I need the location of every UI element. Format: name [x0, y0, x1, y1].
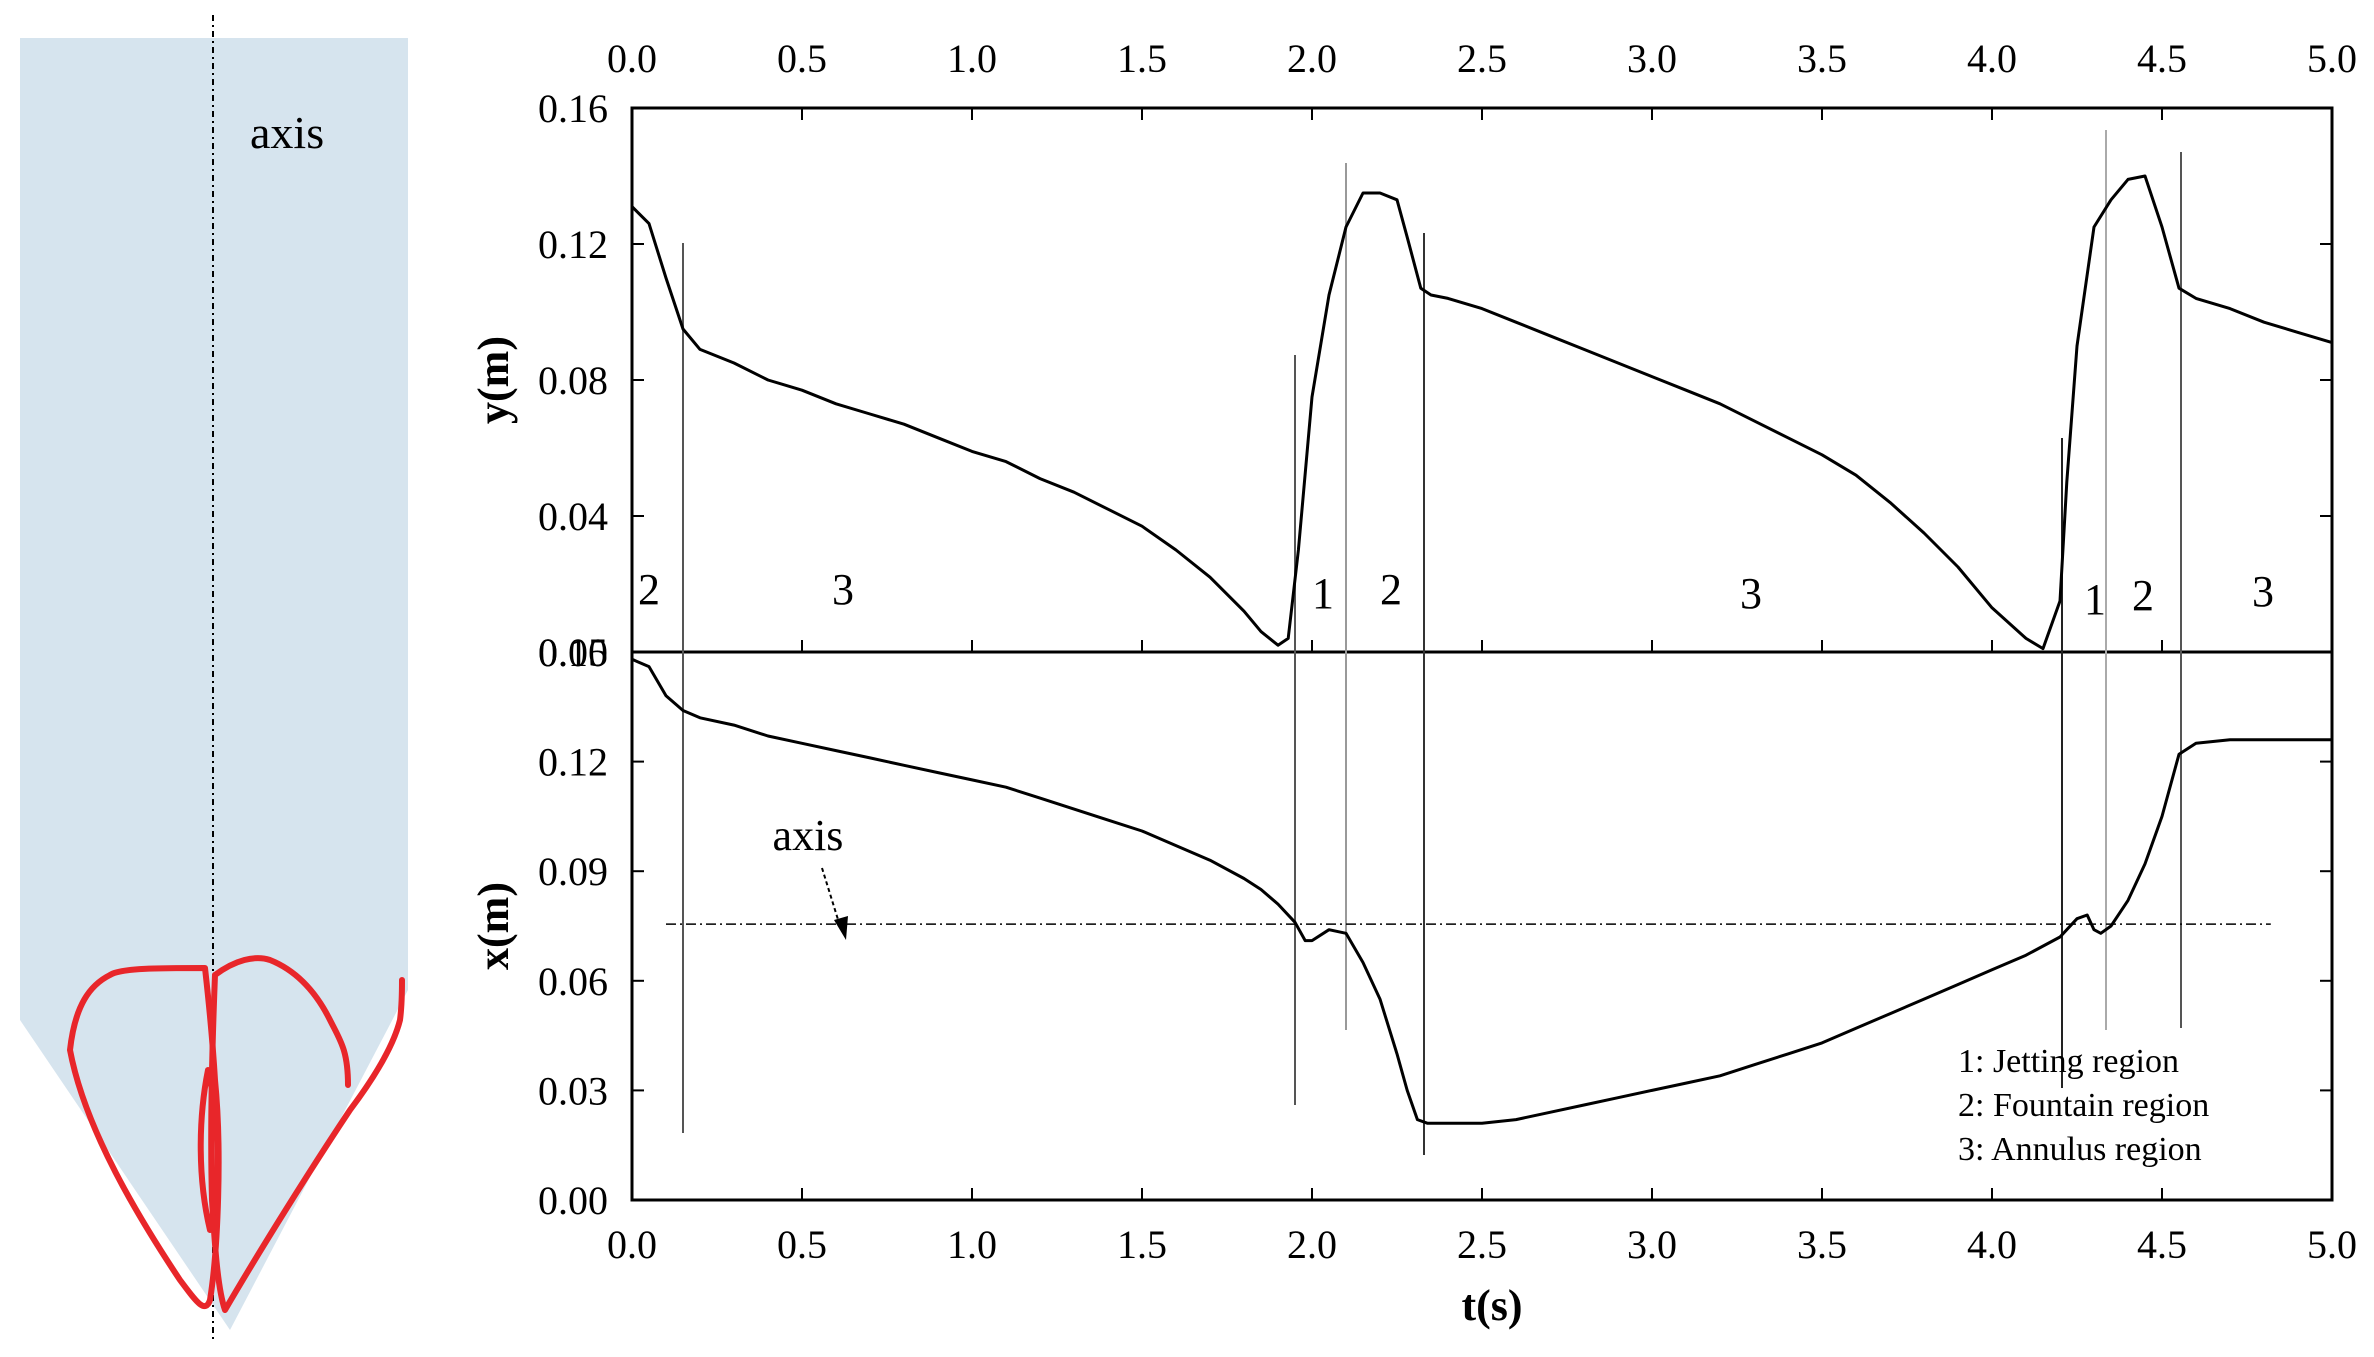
- x-tick-label: 1.0: [947, 36, 997, 81]
- x-tick-label: 2.5: [1457, 36, 1507, 81]
- legend: 1: Jetting region 2: Fountain region 3: …: [1958, 1043, 2209, 1168]
- x-tick-label: 5.0: [2307, 1222, 2357, 1267]
- upper-y-axis-title: y(m): [469, 336, 518, 424]
- x-tick-label: 2.0: [1287, 1222, 1337, 1267]
- bottom-x-tick-labels: 0.0 0.5 1.0 1.5 2.0 2.5 3.0 3.5 4.0 4.5 5.0: [607, 1222, 2357, 1267]
- region-label: 3: [1740, 569, 1762, 618]
- region-label: 2: [638, 565, 660, 614]
- lower-y-axis-title: x(m): [469, 882, 518, 970]
- x-tick-label: 1.5: [1117, 1222, 1167, 1267]
- axis-reference-arrow: [821, 867, 848, 940]
- y-tick-label: 0.12: [538, 740, 608, 785]
- particle-trajectory: [67, 955, 405, 1313]
- x-tick-label: 1.0: [947, 1222, 997, 1267]
- top-x-tick-labels: 0.0 0.5 1.0 1.5 2.0 2.5 3.0 3.5 4.0 4.5 5.0: [607, 36, 2357, 81]
- x-position-series-line: [631, 657, 2332, 1125]
- y-tick-label: 0.04: [538, 494, 608, 539]
- upper-y-tick-labels: 0.00 0.04 0.08 0.12 0.16: [538, 86, 608, 675]
- x-tick-label: 3.0: [1627, 1222, 1677, 1267]
- x-tick-label: 4.5: [2137, 36, 2187, 81]
- legend-entry-annulus: 3: Annulus region: [1958, 1131, 2202, 1168]
- x-axis-title: t(s): [1461, 1281, 1522, 1330]
- region-labels: 2 3 1 2 3 1 2 3: [638, 565, 2274, 624]
- schematic-panel: axis: [20, 15, 408, 1340]
- x-tick-label: 4.5: [2137, 1222, 2187, 1267]
- x-tick-label: 1.5: [1117, 36, 1167, 81]
- y-tick-label: 0.15: [538, 630, 608, 675]
- x-tick-label: 3.5: [1797, 36, 1847, 81]
- y-tick-label: 0.03: [538, 1068, 608, 1113]
- x-tick-label: 0.5: [777, 36, 827, 81]
- region-boundaries: [682, 130, 2182, 1155]
- y-tick-label: 0.08: [538, 358, 608, 403]
- x-tick-label: 5.0: [2307, 36, 2357, 81]
- x-tick-label: 0.5: [777, 1222, 827, 1267]
- x-tick-label: 3.5: [1797, 1222, 1847, 1267]
- chart-frame: [630, 106, 2334, 1202]
- axis-ticks: [631, 107, 2333, 1201]
- legend-entry-fountain: 2: Fountain region: [1958, 1087, 2209, 1124]
- x-tick-label: 0.0: [607, 1222, 657, 1267]
- y-tick-label: 0.12: [538, 222, 608, 267]
- region-label: 1: [2084, 575, 2106, 624]
- y-tick-label: 0.00: [538, 630, 608, 675]
- y-tick-label: 0.09: [538, 849, 608, 894]
- x-tick-label: 4.0: [1967, 1222, 2017, 1267]
- region-label: 2: [2132, 571, 2154, 620]
- region-label: 3: [832, 565, 854, 614]
- x-tick-label: 2.5: [1457, 1222, 1507, 1267]
- x-tick-label: 3.0: [1627, 36, 1677, 81]
- x-tick-label: 4.0: [1967, 36, 2017, 81]
- lower-y-tick-labels: 0.00 0.03 0.06 0.09 0.12 0.15: [538, 630, 608, 1223]
- schematic-background: [20, 38, 408, 1330]
- x-tick-label: 2.0: [1287, 36, 1337, 81]
- y-position-series-line: [630, 174, 2333, 651]
- y-tick-label: 0.06: [538, 959, 608, 1004]
- axis-reference-label: axis: [773, 811, 844, 860]
- region-label: 1: [1312, 569, 1334, 618]
- region-label: 3: [2252, 567, 2274, 616]
- y-tick-label: 0.16: [538, 86, 608, 131]
- region-label: 2: [1380, 565, 1402, 614]
- y-tick-label: 0.00: [538, 1178, 608, 1223]
- schematic-axis-label: axis: [250, 107, 324, 158]
- x-tick-label: 0.0: [607, 36, 657, 81]
- plot-border: [630, 106, 2334, 1202]
- legend-entry-jetting: 1: Jetting region: [1958, 1043, 2179, 1080]
